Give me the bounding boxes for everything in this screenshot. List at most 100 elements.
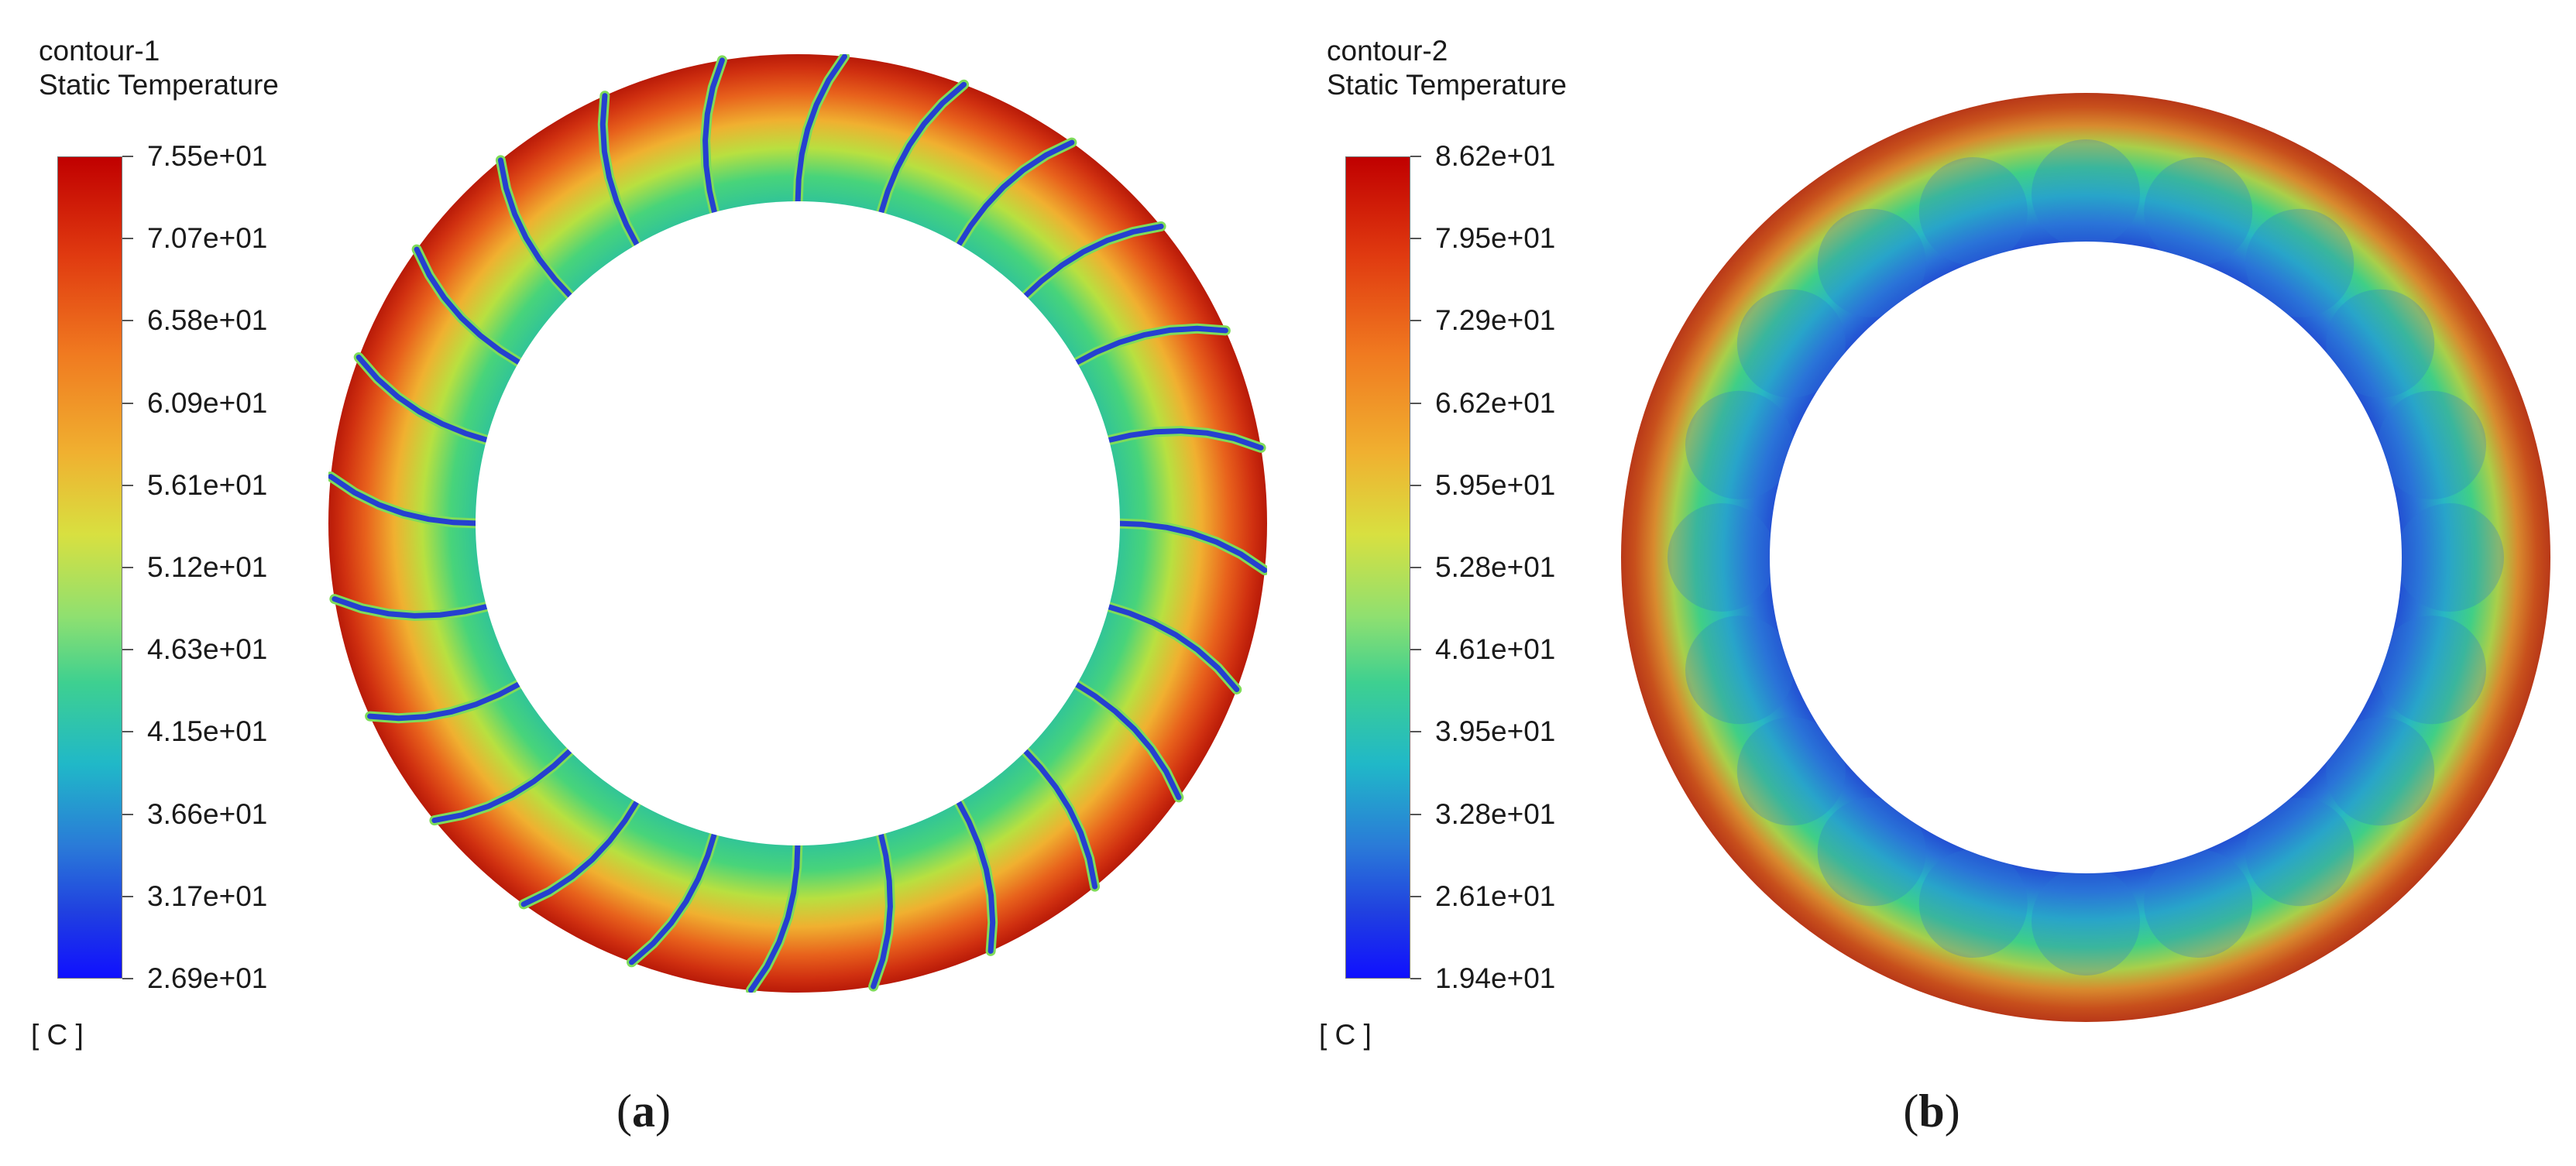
colorbar-tick	[1410, 238, 1421, 240]
colorbar-tick	[1410, 649, 1421, 651]
colorbar-tick	[122, 731, 133, 733]
ring-hole-a	[476, 201, 1120, 845]
blade	[328, 474, 482, 526]
caption-b: (b)	[1903, 1085, 1960, 1137]
colorbar-b	[1345, 156, 1410, 979]
legend-title-a: contour-1 Static Temperature	[39, 34, 279, 102]
colorbar-tick	[1410, 567, 1421, 568]
blade	[520, 797, 641, 907]
contour-ring-a	[328, 54, 1267, 993]
colorbar-tick	[122, 320, 133, 322]
scallop	[1817, 208, 1926, 317]
colorbar-tick-label: 7.95e+01	[1435, 222, 1556, 255]
scallop	[2245, 208, 2354, 317]
blade	[702, 57, 725, 218]
scallop	[2032, 139, 2140, 248]
colorbar-tick-label: 1.94e+01	[1435, 962, 1556, 994]
colorbar-tick	[122, 978, 133, 979]
scallops-b	[1668, 139, 2504, 976]
colorbar-a	[57, 156, 122, 979]
colorbar-tick-label: 2.69e+01	[147, 962, 268, 994]
scallop	[1736, 289, 1846, 398]
colorbar-tick	[1410, 731, 1421, 733]
caption-letter-a: a	[632, 1085, 655, 1137]
colorbar-tick	[122, 895, 133, 897]
blade	[1020, 746, 1098, 890]
colorbar-tick-label: 5.61e+01	[147, 468, 268, 501]
colorbar-tick	[122, 649, 133, 651]
colorbar-tick-label: 7.29e+01	[1435, 304, 1556, 337]
colorbar-tick	[1410, 813, 1421, 815]
colorbar-tick	[122, 238, 133, 240]
colorbar-tick	[1410, 156, 1421, 157]
colorbar-tick-label: 6.09e+01	[147, 386, 268, 419]
colorbar-tick-label: 3.95e+01	[1435, 715, 1556, 748]
colorbar-tick-label: 6.58e+01	[147, 304, 268, 337]
scallop	[1918, 157, 2028, 266]
blade	[748, 839, 801, 993]
blade	[431, 746, 575, 824]
blade	[954, 797, 996, 954]
colorbar-tick-label: 6.62e+01	[1435, 386, 1556, 419]
blade	[1103, 603, 1240, 692]
colorbar-tick-label: 3.28e+01	[1435, 797, 1556, 830]
blade	[355, 355, 493, 444]
blade	[1103, 428, 1264, 451]
blade	[599, 93, 641, 250]
blade	[367, 680, 524, 722]
colorbar-tick	[1410, 320, 1421, 322]
blade	[1020, 223, 1164, 301]
colorbar-tick	[1410, 978, 1421, 979]
blade	[629, 828, 718, 965]
blade	[871, 828, 893, 989]
blade	[497, 157, 575, 301]
blade	[331, 596, 493, 619]
variable-name: Static Temperature	[39, 69, 279, 101]
scallop	[2378, 390, 2486, 499]
blade	[1071, 325, 1228, 367]
blades-a	[328, 54, 1267, 993]
ring-hole-b	[1770, 242, 2402, 873]
colorbar-tick-label: 4.61e+01	[1435, 633, 1556, 666]
colorbar-tick	[1410, 895, 1421, 897]
scallop	[2326, 289, 2435, 398]
colorbar-tick	[122, 813, 133, 815]
blade	[878, 81, 967, 218]
colorbar-tick	[122, 402, 133, 404]
colorbar-tick-label: 4.63e+01	[147, 633, 268, 666]
colorbar-tick	[1410, 484, 1421, 486]
blade	[954, 139, 1075, 250]
blade	[1071, 680, 1182, 801]
scallop	[2144, 157, 2253, 266]
scallop	[1685, 390, 1794, 499]
colorbar-tick-label: 5.28e+01	[1435, 551, 1556, 583]
colorbar-tick-label: 7.07e+01	[147, 222, 268, 255]
scallop	[2032, 867, 2140, 976]
colorbar-tick-label: 7.55e+01	[147, 140, 268, 172]
variable-name: Static Temperature	[1327, 69, 1567, 101]
caption-letter-b: b	[1918, 1085, 1945, 1137]
colorbar-tick-label: 5.12e+01	[147, 551, 268, 583]
blade	[795, 54, 847, 207]
scallop	[2378, 616, 2486, 725]
colorbar-tick-label: 3.66e+01	[147, 797, 268, 830]
colorbar-tick-label: 2.61e+01	[1435, 880, 1556, 912]
scallop	[1736, 717, 1846, 826]
panel-b: contour-2 Static Temperature 8.62e+01 7.9…	[1288, 0, 2576, 1166]
scallop	[2396, 503, 2504, 612]
scallop	[1668, 503, 1776, 612]
colorbar-tick	[122, 567, 133, 568]
unit-label-a: [ C ]	[31, 1019, 84, 1051]
blade	[1114, 520, 1267, 573]
blade	[414, 246, 524, 367]
colorbar-tick	[122, 484, 133, 486]
panel-a: contour-1 Static Temperature 7.55e+01 7.0…	[31, 34, 1267, 1137]
scallop	[1685, 616, 1794, 725]
colorbar-tick	[1410, 402, 1421, 404]
scallop	[2144, 849, 2253, 958]
colorbar-tick-label: 3.17e+01	[147, 880, 268, 912]
colorbar-tick	[122, 156, 133, 157]
unit-label-b: [ C ]	[1319, 1019, 1372, 1051]
scallop	[2245, 797, 2354, 907]
contour-name: contour-2	[1327, 35, 1448, 67]
